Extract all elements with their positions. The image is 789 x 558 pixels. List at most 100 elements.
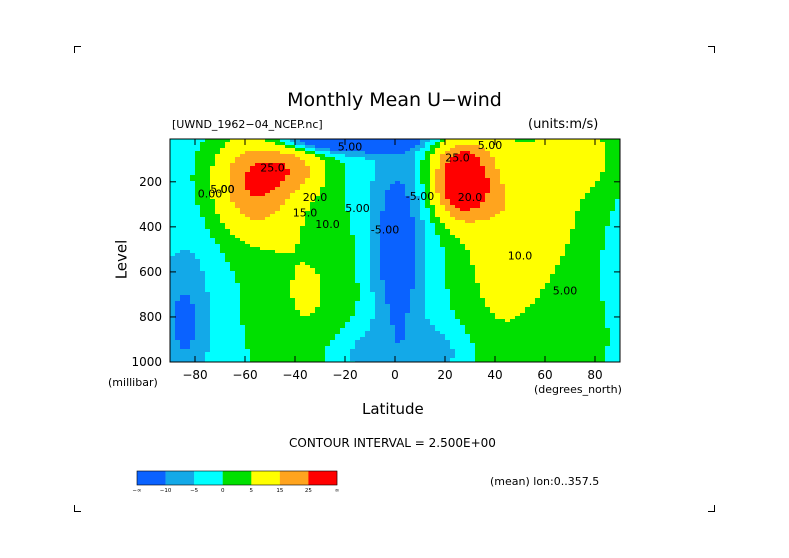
filled-contour-cell: [340, 304, 346, 308]
filled-contour-cell: [255, 205, 261, 209]
filled-contour-cell: [375, 274, 381, 278]
filled-contour-cell: [310, 175, 316, 179]
filled-contour-cell: [250, 283, 256, 287]
filled-contour-cell: [170, 208, 176, 212]
filled-contour-cell: [335, 298, 341, 302]
filled-contour-cell: [230, 304, 236, 308]
filled-contour-cell: [400, 301, 406, 305]
filled-contour-cell: [295, 187, 301, 191]
filled-contour-cell: [335, 148, 341, 152]
filled-contour-cell: [560, 250, 566, 254]
corner-mark-top-right: [708, 46, 715, 53]
filled-contour-cell: [500, 244, 506, 248]
filled-contour-cell: [435, 256, 441, 260]
filled-contour-cell: [230, 286, 236, 290]
filled-contour-cell: [380, 157, 386, 161]
filled-contour-cell: [555, 151, 561, 155]
filled-contour-cell: [180, 211, 186, 215]
filled-contour-cell: [355, 217, 361, 221]
filled-contour-cell: [190, 232, 196, 236]
filled-contour-cell: [540, 184, 546, 188]
filled-contour-cell: [575, 139, 581, 143]
filled-contour-cell: [440, 151, 446, 155]
filled-contour-cell: [210, 301, 216, 305]
filled-contour-cell: [480, 139, 486, 143]
filled-contour-cell: [395, 148, 401, 152]
filled-contour-cell: [285, 223, 291, 227]
filled-contour-cell: [325, 298, 331, 302]
filled-contour-cell: [555, 250, 561, 254]
filled-contour-cell: [470, 277, 476, 281]
filled-contour-cell: [380, 229, 386, 233]
filled-contour-cell: [340, 265, 346, 269]
filled-contour-cell: [295, 241, 301, 245]
filled-contour-cell: [425, 196, 431, 200]
filled-contour-cell: [300, 214, 306, 218]
filled-contour-cell: [560, 262, 566, 266]
filled-contour-cell: [395, 229, 401, 233]
filled-contour-cell: [515, 259, 521, 263]
filled-contour-cell: [590, 214, 596, 218]
filled-contour-cell: [580, 286, 586, 290]
filled-contour-cell: [570, 229, 576, 233]
filled-contour-cell: [430, 163, 436, 167]
filled-contour-cell: [240, 232, 246, 236]
filled-contour-cell: [200, 217, 206, 221]
filled-contour-cell: [435, 211, 441, 215]
filled-contour-cell: [520, 223, 526, 227]
filled-contour-cell: [455, 205, 461, 209]
filled-contour-cell: [455, 226, 461, 230]
filled-contour-cell: [295, 289, 301, 293]
filled-contour-cell: [355, 280, 361, 284]
filled-contour-cell: [255, 163, 261, 167]
filled-contour-cell: [435, 193, 441, 197]
filled-contour-cell: [455, 265, 461, 269]
filled-contour-cell: [360, 175, 366, 179]
filled-contour-cell: [405, 151, 411, 155]
filled-contour-cell: [575, 250, 581, 254]
filled-contour-cell: [415, 217, 421, 221]
filled-contour-cell: [590, 154, 596, 158]
filled-contour-cell: [435, 145, 441, 149]
filled-contour-cell: [585, 277, 591, 281]
filled-contour-cell: [280, 214, 286, 218]
filled-contour-cell: [515, 193, 521, 197]
filled-contour-cell: [365, 223, 371, 227]
filled-contour-cell: [545, 283, 551, 287]
filled-contour-cell: [605, 217, 611, 221]
filled-contour-cell: [265, 187, 271, 191]
filled-contour-cell: [490, 211, 496, 215]
filled-contour-cell: [260, 199, 266, 203]
filled-contour-cell: [585, 256, 591, 260]
filled-contour-cell: [275, 277, 281, 281]
filled-contour-cell: [400, 193, 406, 197]
filled-contour-cell: [595, 226, 601, 230]
filled-contour-cell: [175, 292, 181, 296]
filled-contour-cell: [550, 262, 556, 266]
filled-contour-cell: [435, 232, 441, 236]
filled-contour-cell: [190, 271, 196, 275]
filled-contour-cell: [465, 292, 471, 296]
filled-contour-cell: [490, 151, 496, 155]
filled-contour-cell: [410, 196, 416, 200]
filled-contour-cell: [410, 139, 416, 143]
filled-contour-cell: [530, 259, 536, 263]
filled-contour-cell: [270, 163, 276, 167]
filled-contour-cell: [480, 292, 486, 296]
filled-contour-cell: [600, 163, 606, 167]
filled-contour-cell: [300, 184, 306, 188]
filled-contour-cell: [510, 253, 516, 257]
filled-contour-cell: [450, 181, 456, 185]
filled-contour-cell: [315, 286, 321, 290]
filled-contour-cell: [320, 199, 326, 203]
filled-contour-cell: [545, 142, 551, 146]
filled-contour-cell: [445, 298, 451, 302]
filled-contour-cell: [265, 151, 271, 155]
filled-contour-cell: [600, 268, 606, 272]
filled-contour-cell: [430, 289, 436, 293]
filled-contour-cell: [485, 217, 491, 221]
filled-contour-cell: [225, 223, 231, 227]
filled-contour-cell: [510, 160, 516, 164]
filled-contour-cell: [615, 202, 621, 206]
filled-contour-cell: [215, 196, 221, 200]
